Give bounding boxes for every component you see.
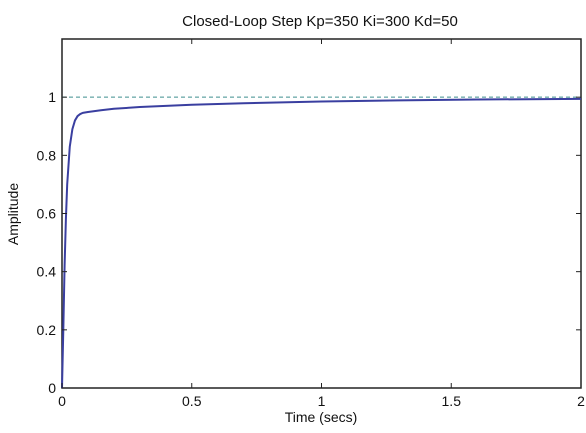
chart-title: Closed-Loop Step Kp=350 Ki=300 Kd=50 xyxy=(182,13,458,30)
x-axis-label: Time (secs) xyxy=(285,409,358,425)
x-tick-label: 1 xyxy=(318,393,326,409)
x-tick-label: 1.5 xyxy=(442,393,462,409)
y-axis-label: Amplitude xyxy=(5,183,21,245)
ticks-group: 0 0.5 1 1.5 2 0 0.2 0.4 0.6 0.8 1 xyxy=(37,39,585,409)
y-tick-label: 0.4 xyxy=(37,264,57,280)
y-tick-label: 0.8 xyxy=(37,147,57,163)
y-tick-label: 0.2 xyxy=(37,322,57,338)
series-line-0 xyxy=(61,97,582,389)
x-tick-label: 0 xyxy=(58,393,66,409)
x-tick-label: 0.5 xyxy=(182,393,202,409)
y-tick-label: 0.6 xyxy=(37,206,57,222)
y-tick-label: 0 xyxy=(48,380,56,396)
x-tick-label: 2 xyxy=(577,393,585,409)
series-group xyxy=(61,97,582,389)
y-tick-label: 1 xyxy=(48,89,56,105)
plot-area-frame xyxy=(61,38,582,389)
